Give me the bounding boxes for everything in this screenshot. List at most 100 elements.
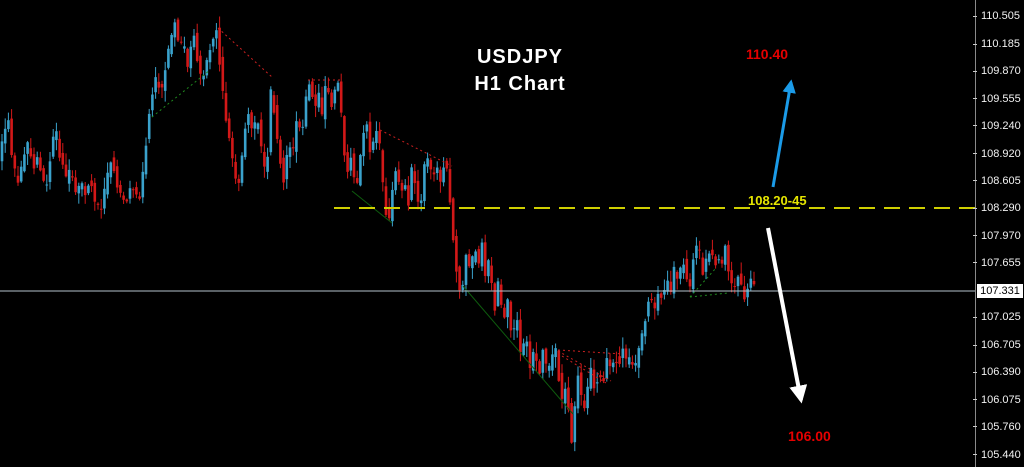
axis-tick-mark (973, 454, 977, 456)
candle-body (455, 235, 458, 272)
candle-body (349, 157, 353, 171)
candle-body (256, 123, 260, 130)
candle-body (503, 307, 506, 318)
candle-body (291, 147, 295, 149)
candle-body (464, 254, 468, 285)
chart-title-timeframe: H1 Chart (474, 73, 566, 95)
bearish-scenario-arrow[interactable] (766, 227, 808, 404)
candle-body (595, 382, 599, 384)
candle-body (643, 321, 647, 337)
candle-body (640, 333, 644, 351)
candle-body (573, 406, 577, 443)
candle-body (541, 349, 545, 373)
trendline (462, 285, 574, 415)
candle-body (371, 141, 375, 150)
candle-body (704, 258, 708, 272)
candle-body (391, 189, 394, 222)
axis-tick-label: 108.290 (981, 202, 1021, 214)
candle-body (253, 122, 257, 129)
candle-body (330, 92, 333, 107)
candle-body (189, 46, 193, 69)
target-up-label: 110.40 (746, 46, 789, 62)
candle-body (701, 257, 705, 275)
candle-body (419, 200, 423, 204)
candle-body (272, 95, 276, 113)
candle-body (135, 187, 138, 195)
candle-body (346, 152, 349, 172)
candle-body (80, 183, 84, 190)
candle-body (739, 273, 743, 285)
candle-body (560, 372, 564, 399)
trendline (217, 27, 274, 79)
candle-body (93, 182, 97, 202)
candle-body (259, 119, 263, 147)
candle-body (157, 81, 161, 88)
axis-tick-mark (973, 344, 977, 346)
axis-tick-mark (973, 43, 977, 45)
candle-body (506, 299, 509, 318)
candle-body (746, 288, 749, 298)
candle-body (605, 358, 609, 379)
candle-body (237, 178, 241, 183)
candle-body (42, 168, 45, 181)
candle-body (234, 161, 237, 179)
candle-body (647, 301, 650, 317)
axis-tick-mark (973, 426, 977, 428)
candle-body (515, 320, 519, 331)
candle-body (615, 361, 618, 364)
candle-body (128, 188, 132, 199)
trendline (689, 267, 717, 298)
candle-body (55, 131, 58, 141)
candle-body (394, 171, 397, 191)
candle-body (186, 48, 189, 67)
candle-body (208, 50, 212, 63)
candle-body (589, 367, 593, 389)
candle-body (304, 96, 308, 127)
candle-body (730, 270, 733, 284)
candle-body (458, 266, 461, 291)
candle-body (243, 128, 247, 158)
candle-body (554, 348, 557, 358)
candle-body (707, 253, 711, 262)
axis-tick-label: 109.240 (981, 119, 1021, 132)
candle-body (442, 167, 445, 183)
bullish-scenario-arrow[interactable] (771, 79, 796, 188)
candle-body (285, 154, 289, 180)
axis-tick-mark (973, 70, 977, 72)
candle-body (688, 279, 692, 287)
candle-body (445, 160, 449, 169)
candle-body (13, 155, 17, 169)
trendline (151, 69, 211, 118)
current-price-tag: 107.331 (977, 284, 1023, 298)
axis-tick-label: 110.505 (981, 10, 1020, 23)
candle-body (410, 167, 413, 200)
candle-body (567, 387, 570, 410)
candle-body (138, 196, 141, 199)
candle-body (749, 278, 753, 288)
candle-body (263, 151, 266, 167)
candle-body (666, 280, 669, 292)
candle-body (592, 369, 596, 389)
candle-body (39, 157, 42, 171)
candle-body (519, 319, 522, 353)
candle-body (743, 286, 746, 300)
candle-body (83, 186, 87, 196)
candle-body (557, 350, 561, 381)
candle-body (375, 130, 378, 143)
candle-body (23, 154, 26, 172)
candle-body (215, 30, 218, 39)
candle-body (87, 185, 90, 194)
candle-body (512, 328, 516, 330)
candle-body (224, 93, 228, 121)
candle-body (221, 56, 225, 91)
candle-body (339, 81, 343, 113)
candle-body (167, 48, 170, 68)
candle-body (327, 88, 330, 93)
axis-tick-mark (973, 15, 977, 17)
candle-body (106, 172, 109, 195)
candle-body (602, 378, 605, 382)
candle-body (714, 256, 717, 266)
candle-body (493, 283, 497, 311)
candle-body (227, 118, 231, 139)
